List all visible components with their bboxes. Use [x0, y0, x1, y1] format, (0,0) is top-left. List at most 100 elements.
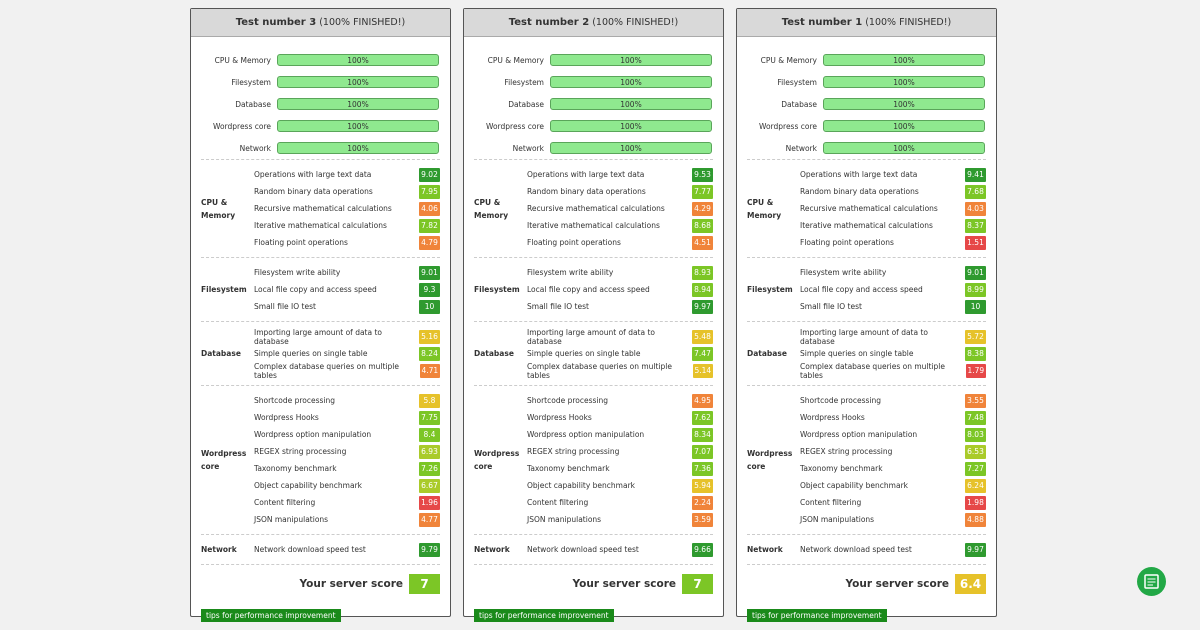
score-value: 7 [682, 574, 713, 594]
progress-label: Wordpress core [758, 121, 817, 131]
tips-button[interactable]: tips for performance improvement [747, 609, 887, 622]
result-label: Network download speed test [800, 545, 912, 554]
result-row: Floating point operations 4.79 [254, 234, 440, 251]
progress-bar: 100% [277, 142, 439, 154]
score-badge: 9.97 [965, 542, 986, 557]
section-name: Network [474, 545, 510, 554]
result-section: CPU & Memory Operations with large text d… [474, 159, 713, 257]
section-name: CPU & Memory [747, 197, 782, 220]
score-badge: 8.4 [419, 427, 440, 442]
progress-row: Network 100% [474, 137, 713, 159]
result-label: Wordpress option manipulation [254, 430, 372, 439]
result-row: Taxonomy benchmark 7.36 [527, 460, 713, 477]
result-label: Operations with large text data [800, 170, 918, 179]
result-label: Filesystem write ability [800, 268, 887, 277]
score-badge: 4.51 [692, 235, 713, 250]
result-label: Network download speed test [527, 545, 639, 554]
result-row: Wordpress Hooks 7.62 [527, 409, 713, 426]
progress-row: Wordpress core 100% [747, 115, 986, 137]
result-row: Filesystem write ability 9.01 [254, 264, 440, 281]
progress-bar: 100% [823, 98, 985, 110]
score-badge: 4.29 [692, 201, 713, 216]
result-row: Local file copy and access speed 8.99 [800, 281, 986, 298]
progress-row: Database 100% [201, 93, 440, 115]
result-row: Floating point operations 4.51 [527, 234, 713, 251]
result-list: Importing large amount of data to databa… [527, 327, 713, 380]
result-row: Recursive mathematical calculations 4.06 [254, 200, 440, 217]
tips-button[interactable]: tips for performance improvement [474, 609, 614, 622]
result-label: Local file copy and access speed [527, 285, 650, 294]
result-label: Random binary data operations [527, 187, 646, 196]
progress-row: Filesystem 100% [201, 71, 440, 93]
report-button[interactable] [1137, 567, 1166, 596]
result-row: Importing large amount of data to databa… [527, 327, 713, 346]
result-label: Complex database queries on multiple tab… [254, 361, 399, 380]
score-badge: 7.47 [692, 346, 713, 361]
server-score: Your server score 7 [201, 564, 440, 603]
result-section: Wordpress core Shortcode processing 5.8 Wor… [201, 385, 440, 534]
result-label: Small file IO test [800, 302, 862, 311]
result-label: Object capability benchmark [800, 481, 908, 490]
section-name: Database [474, 349, 514, 358]
progress-label: Filesystem [777, 77, 817, 87]
score-badge: 4.03 [965, 201, 986, 216]
server-score: Your server score 6.4 [747, 564, 986, 603]
result-list: Network download speed test 9.97 [800, 541, 986, 558]
result-label: Taxonomy benchmark [527, 464, 610, 473]
result-label: JSON manipulations [527, 515, 602, 524]
result-label: Iterative mathematical calculations [527, 221, 660, 230]
score-badge: 5.94 [692, 478, 713, 493]
result-section: CPU & Memory Operations with large text d… [747, 159, 986, 257]
progress-label: Filesystem [504, 77, 544, 87]
result-label: Recursive mathematical calculations [527, 204, 665, 213]
panels: Test number 3 (100% FINISHED!) CPU & Memor… [190, 8, 997, 622]
progress-bar: 100% [277, 98, 439, 110]
result-row: Wordpress option manipulation 8.34 [527, 426, 713, 443]
result-label: Simple queries on single table [527, 349, 641, 358]
result-row: Wordpress Hooks 7.48 [800, 409, 986, 426]
result-row: Importing large amount of data to databa… [800, 328, 986, 346]
result-row: Simple queries on single table 8.38 [800, 345, 986, 362]
result-list: Shortcode processing 3.55 Wordpress Hooks 7… [800, 392, 986, 528]
panel-status: (100% FINISHED!) [592, 17, 679, 28]
result-label: Importing large amount of data to databa… [527, 327, 656, 346]
progress-label: Filesystem [231, 77, 271, 87]
result-row: Simple queries on single table 8.24 [254, 345, 440, 362]
result-label: Operations with large text data [527, 170, 645, 179]
score-badge: 8.34 [692, 427, 713, 442]
progress-list: CPU & Memory 100% Filesystem 100% Database 10… [747, 37, 986, 159]
score-badge: 5.14 [692, 363, 713, 378]
result-row: Iterative mathematical calculations 8.68 [527, 217, 713, 234]
score-badge: 9.02 [419, 167, 440, 182]
result-row: Simple queries on single table 7.47 [527, 345, 713, 362]
progress-list: CPU & Memory 100% Filesystem 100% Database 10… [474, 37, 713, 159]
panel-body: CPU & Memory 100% Filesystem 100% Database 10… [191, 37, 450, 622]
result-label: Taxonomy benchmark [800, 464, 883, 473]
result-label: Local file copy and access speed [254, 285, 377, 294]
result-row: Complex database queries on multiple tab… [527, 362, 713, 380]
result-label: Iterative mathematical calculations [800, 221, 933, 230]
score-badge: 9.53 [692, 167, 713, 182]
score-badge: 1.96 [419, 495, 440, 510]
score-badge: 4.88 [965, 512, 986, 527]
result-label: Wordpress Hooks [800, 413, 865, 422]
score-badge: 7.48 [965, 410, 986, 425]
result-label: Operations with large text data [254, 170, 372, 179]
result-label: Iterative mathematical calculations [254, 221, 387, 230]
result-row: Taxonomy benchmark 7.27 [800, 460, 986, 477]
result-section: Filesystem Filesystem write ability 9.01 Lo… [747, 257, 986, 321]
result-label: Small file IO test [527, 302, 589, 311]
result-row: Small file IO test 10 [800, 298, 986, 315]
progress-bar: 100% [550, 76, 712, 88]
result-label: Recursive mathematical calculations [254, 204, 392, 213]
result-section: Filesystem Filesystem write ability 9.01 Lo… [201, 257, 440, 321]
score-label: Your server score [299, 578, 404, 590]
result-row: Local file copy and access speed 9.3 [254, 281, 440, 298]
score-badge: 9.79 [419, 542, 440, 557]
section-name: Network [201, 545, 237, 554]
progress-label: Database [235, 99, 271, 109]
result-label: Floating point operations [254, 238, 348, 247]
tips-button[interactable]: tips for performance improvement [201, 609, 341, 622]
result-row: REGEX string processing 6.53 [800, 443, 986, 460]
result-row: Random binary data operations 7.77 [527, 183, 713, 200]
